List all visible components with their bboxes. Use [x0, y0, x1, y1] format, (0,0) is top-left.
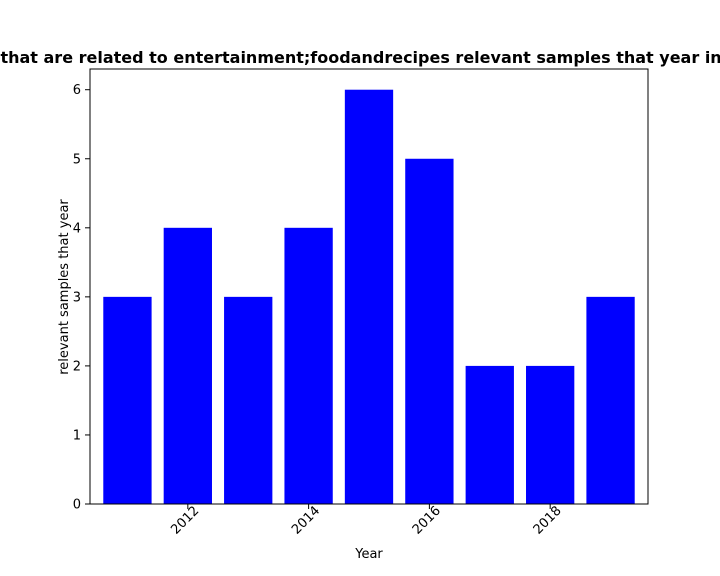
bar-2015 — [344, 89, 394, 505]
y-tick-label-1: 1 — [73, 428, 81, 443]
bar-2012 — [163, 227, 212, 504]
y-axis-ticks: 0 1 2 3 4 5 6 — [73, 83, 90, 513]
bar-2018 — [526, 365, 575, 504]
y-axis-label: relevant samples that year — [57, 199, 72, 375]
y-tick-label-6: 6 — [73, 83, 81, 98]
bar-2011 — [103, 296, 152, 504]
plot-frame — [89, 68, 649, 505]
bars-group — [103, 89, 635, 505]
y-tick-label-3: 3 — [73, 290, 81, 305]
chart-title: Mobile apps that are related to entertai… — [0, 48, 720, 67]
bar-2017 — [465, 365, 514, 504]
y-tick-label-5: 5 — [73, 152, 81, 167]
y-tick-label-0: 0 — [73, 498, 81, 513]
bar-2016 — [405, 158, 454, 504]
bar-2019 — [586, 296, 635, 504]
bar-2014 — [284, 227, 333, 504]
y-tick-label-4: 4 — [73, 221, 81, 236]
bar-2013 — [224, 296, 273, 504]
x-axis-label: Year — [354, 547, 383, 562]
y-tick-label-2: 2 — [73, 359, 81, 374]
